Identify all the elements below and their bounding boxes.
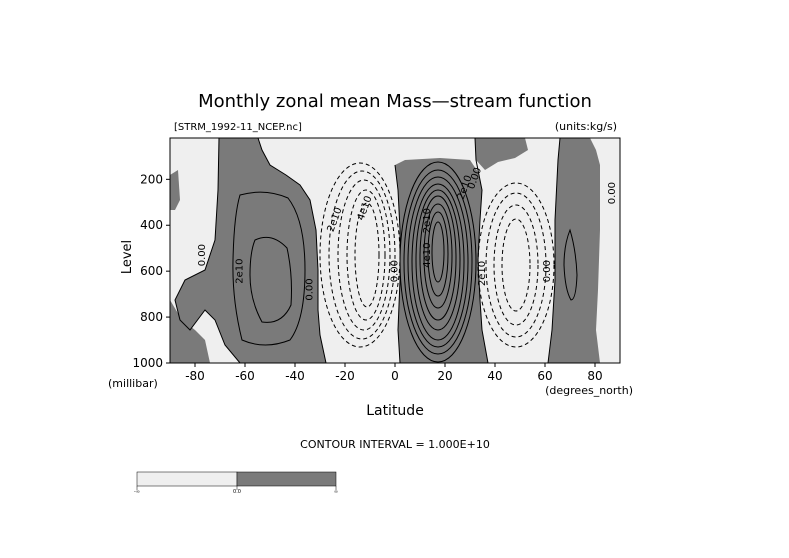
contour-label: 0.00 (390, 260, 401, 282)
x-tick-label: -20 (335, 369, 355, 383)
positive-region-upper-left (175, 138, 326, 363)
x-tick-label: 40 (487, 369, 502, 383)
positive-region-bottom-left (170, 300, 210, 363)
contour-left-2 (249, 236, 292, 323)
y-tick-label: 400 (140, 218, 163, 232)
x-tick-label: -60 (235, 369, 255, 383)
contour-label: 0.00 (607, 182, 618, 204)
colorbar-label-max: ∞ (334, 489, 338, 495)
chart-title: Monthly zonal mean Mass—stream function (198, 91, 592, 112)
contour-label: 0.00 (197, 244, 208, 266)
x-tick-label: -40 (285, 369, 305, 383)
contour-interval-label: CONTOUR INTERVAL = 1.000E+10 (300, 438, 490, 451)
y-tick-label: 800 (140, 310, 163, 324)
x-axis-units: (degrees_north) (545, 384, 633, 397)
positive-region-left-edge (170, 170, 180, 210)
file-label: [STRM_1992-11_NCEP.nc] (174, 122, 302, 133)
colorbar: -∞ 0.0 ∞ (134, 471, 338, 495)
y-tick-label: 600 (140, 264, 163, 278)
contour-label: 0.00 (542, 260, 553, 282)
x-tick-label: 20 (437, 369, 452, 383)
contour-label: 4e10 (422, 242, 433, 267)
contour-label: 0.00 (305, 278, 316, 300)
units-label: (units:kg/s) (555, 120, 617, 133)
x-axis: -80 -60 -40 -20 0 20 40 60 80 (185, 363, 603, 383)
contour-label: 2e10 (422, 208, 433, 233)
contour-right-small (563, 228, 578, 301)
positive-region-top-cap (475, 138, 528, 170)
x-axis-label: Latitude (366, 403, 424, 419)
colorbar-positive-swatch (236, 471, 337, 487)
x-tick-label: 60 (537, 369, 552, 383)
negative-cell-right-contours (477, 182, 555, 348)
y-axis-label: Level (120, 240, 135, 274)
colorbar-label-min: -∞ (134, 489, 140, 495)
x-tick-label: 0 (391, 369, 399, 383)
y-axis-units: (millibar) (108, 377, 158, 390)
positive-region-upper-right (548, 138, 600, 363)
zero-contours (174, 138, 561, 363)
contour-left-1 (232, 191, 306, 346)
x-tick-label: -80 (185, 369, 205, 383)
y-tick-label: 1000 (132, 356, 163, 370)
contour-label: 2e10 (477, 261, 488, 286)
y-tick-label: 200 (140, 172, 163, 186)
colorbar-negative-swatch (136, 471, 238, 487)
y-axis: 200 400 600 800 1000 (132, 172, 170, 370)
colorbar-label-mid: 0.0 (233, 489, 241, 495)
contour-label: 2e10 (235, 259, 246, 284)
x-tick-label: 80 (587, 369, 602, 383)
